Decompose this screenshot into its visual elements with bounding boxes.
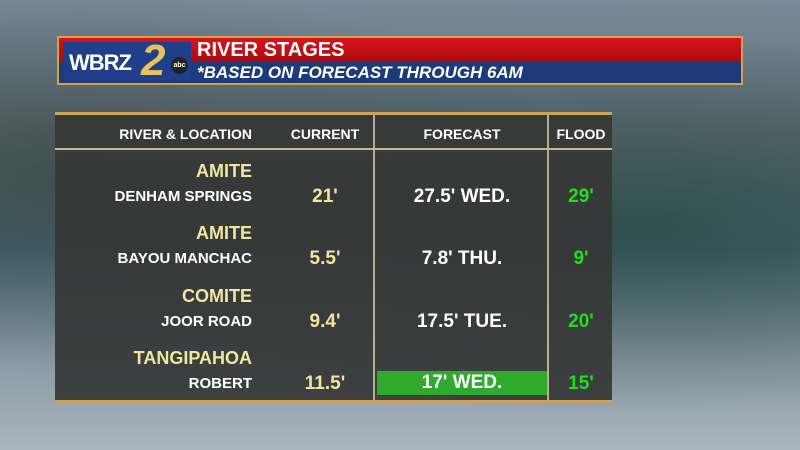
header-divider: [55, 148, 612, 150]
forecast-stage: 7.8' THU.: [421, 248, 503, 269]
location-name: BAYOU MANCHAC: [117, 250, 252, 267]
page-title: RIVER STAGES: [197, 39, 345, 61]
river-stages-table: RIVER & LOCATION CURRENT FORECAST FLOOD …: [55, 112, 612, 403]
divider: [373, 115, 375, 400]
flood-stage: 9': [573, 248, 589, 269]
river-name: AMITE: [196, 223, 252, 243]
col-header-location: RIVER & LOCATION: [119, 126, 252, 142]
forecast-stage: 17.5' TUE.: [416, 311, 508, 332]
current-stage: 11.5': [304, 373, 346, 394]
flood-stage: 20': [568, 311, 594, 332]
location-name: JOOR ROAD: [161, 313, 252, 330]
current-stage: 5.5': [309, 248, 341, 269]
flood-stage: 15': [568, 373, 594, 394]
col-header-flood: FLOOD: [556, 126, 606, 142]
col-header-current: CURRENT: [290, 126, 360, 142]
abc-logo-icon: abc: [171, 57, 188, 74]
river-name: TANGIPAHOA: [133, 348, 252, 368]
logo-2: 2: [141, 36, 166, 85]
river-name: AMITE: [196, 161, 252, 181]
river-name: COMITE: [182, 286, 252, 306]
forecast-stage: 17' WED.: [377, 371, 547, 395]
location-name: ROBERT: [188, 375, 252, 392]
forecast-stage: 27.5' WED.: [413, 186, 511, 207]
col-header-forecast: FORECAST: [423, 126, 501, 142]
page-subtitle: *BASED ON FORECAST THROUGH 6AM: [197, 63, 523, 82]
logo-text: WBRZ: [69, 50, 132, 75]
divider: [547, 115, 549, 400]
current-stage: 9.4': [309, 311, 341, 332]
wbrz-logo: WBRZ 2 abc: [63, 36, 191, 85]
current-stage: 21': [312, 186, 338, 207]
flood-stage: 29': [568, 186, 594, 207]
title-banner: WBRZ 2 abc RIVER STAGES *BASED ON FORECA…: [57, 36, 743, 85]
location-name: DENHAM SPRINGS: [114, 188, 252, 205]
